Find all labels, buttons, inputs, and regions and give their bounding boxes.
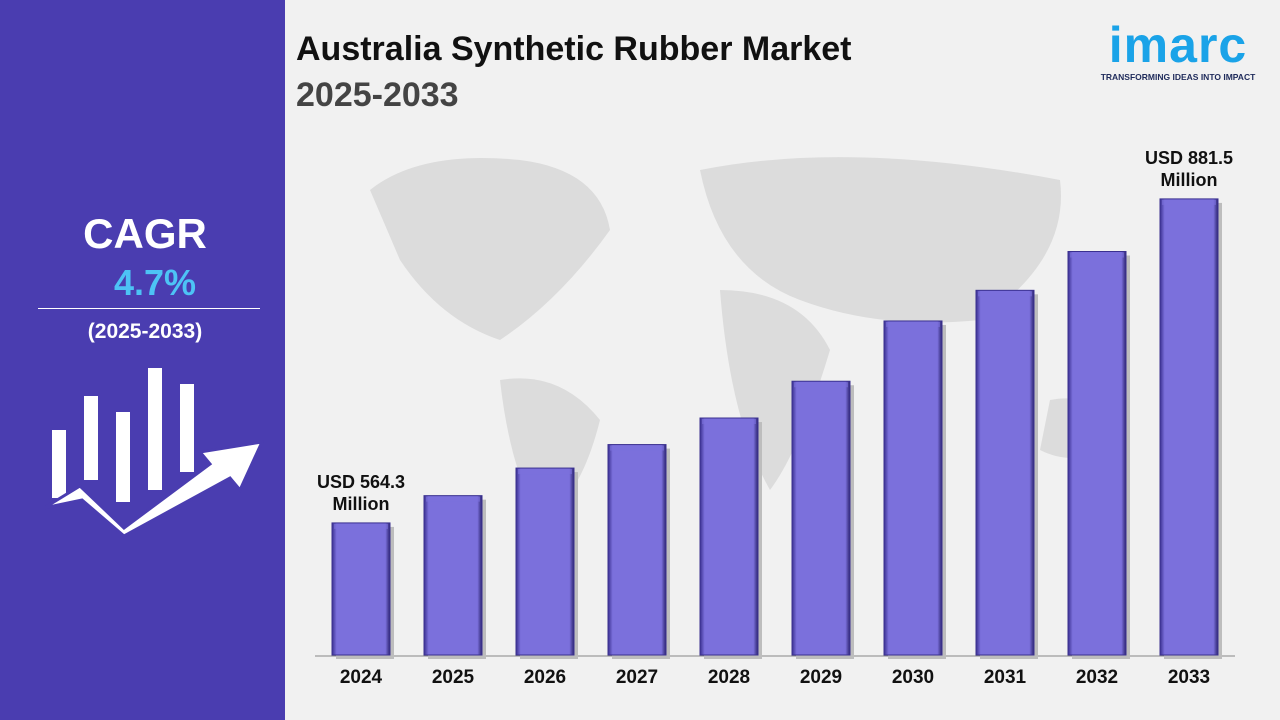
chart-subtitle: 2025-2033 [296,76,459,114]
cagr-period: (2025-2033) [87,320,203,343]
value-label: USD 881.5 Million [1144,147,1234,190]
bar [423,495,483,656]
x-tick-label: 2029 [800,667,842,688]
bar-highlight [1162,199,1216,205]
x-tick-label: 2030 [892,667,934,688]
x-tick-label: 2027 [616,667,658,688]
x-tick-label: 2026 [524,667,566,688]
bar [331,522,391,656]
bar-highlight [610,445,664,451]
divider [38,308,260,309]
bar-highlight [518,469,572,475]
cagr-panel: CAGR 4.7% (2025-2033) [0,0,285,720]
bar [515,467,575,656]
value-label: USD 564.3 Million [316,471,406,514]
bar-highlight [334,523,388,529]
growth-icon [43,368,265,538]
bar-highlight [702,419,756,425]
bar-highlight [1070,252,1124,258]
bar-highlight [886,321,940,327]
chart-title: Australia Synthetic Rubber Market [296,30,852,68]
x-tick-label: 2032 [1076,667,1118,688]
bar-highlight [794,382,848,388]
cagr-value: 4.7% [113,262,197,303]
cagr-label: CAGR [83,210,207,257]
bar [699,417,759,656]
bar [975,289,1035,656]
bar [1159,198,1219,656]
bar-highlight [426,496,480,502]
bar [791,380,851,656]
logo-name: imarc [1108,17,1248,73]
x-tick-label: 2028 [708,667,750,688]
bar [607,444,667,656]
logo-tagline: TRANSFORMING IDEAS INTO IMPACT [1100,72,1256,82]
bar [883,320,943,656]
x-tick-label: 2025 [432,667,475,688]
logo: imarc TRANSFORMING IDEAS INTO IMPACT [1092,17,1264,82]
x-tick-label: 2031 [984,667,1027,688]
world-map [370,157,1120,520]
x-tick-label: 2024 [340,667,383,688]
bar-highlight [978,291,1032,297]
bar [1067,251,1127,656]
x-tick-label: 2033 [1168,667,1210,688]
